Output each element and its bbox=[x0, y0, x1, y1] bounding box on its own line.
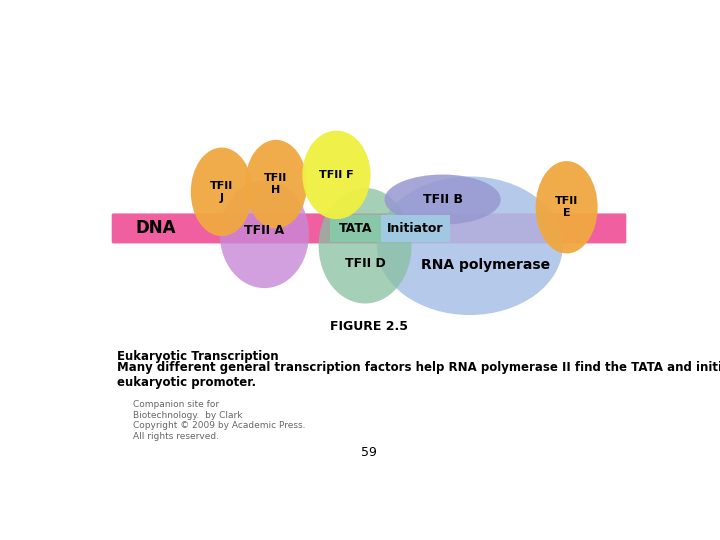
Text: TFII
E: TFII E bbox=[555, 197, 578, 218]
Text: FIGURE 2.5: FIGURE 2.5 bbox=[330, 320, 408, 333]
Text: Copyright © 2009 by Academic Press.: Copyright © 2009 by Academic Press. bbox=[132, 421, 305, 430]
Text: TFII
H: TFII H bbox=[264, 173, 287, 195]
Text: All rights reserved.: All rights reserved. bbox=[132, 432, 219, 441]
Bar bbox=[381, 215, 451, 242]
Text: TFII B: TFII B bbox=[423, 193, 463, 206]
FancyBboxPatch shape bbox=[112, 213, 626, 244]
Text: RNA polymerase: RNA polymerase bbox=[420, 258, 550, 272]
Ellipse shape bbox=[245, 140, 307, 228]
Text: TFII F: TFII F bbox=[319, 170, 354, 180]
Ellipse shape bbox=[191, 147, 253, 236]
Ellipse shape bbox=[220, 180, 309, 288]
Text: TFII
J: TFII J bbox=[210, 181, 233, 202]
Ellipse shape bbox=[377, 177, 563, 315]
Text: Biotechnology.  by Clark: Biotechnology. by Clark bbox=[132, 410, 242, 420]
Text: TATA: TATA bbox=[339, 222, 372, 235]
Text: Companion site for: Companion site for bbox=[132, 400, 219, 409]
Text: 59: 59 bbox=[361, 446, 377, 459]
Ellipse shape bbox=[384, 174, 500, 225]
Ellipse shape bbox=[536, 161, 598, 253]
Ellipse shape bbox=[302, 131, 371, 219]
Ellipse shape bbox=[319, 188, 412, 303]
Text: Eukaryotic Transcription: Eukaryotic Transcription bbox=[117, 350, 279, 363]
Text: Many different general transcription factors help RNA polymerase II find the TAT: Many different general transcription fac… bbox=[117, 361, 720, 389]
Text: TFII D: TFII D bbox=[345, 257, 385, 270]
Text: DNA: DNA bbox=[135, 219, 176, 238]
Bar bbox=[330, 215, 381, 242]
Text: TFII A: TFII A bbox=[244, 224, 284, 237]
Text: Initiator: Initiator bbox=[387, 222, 444, 235]
